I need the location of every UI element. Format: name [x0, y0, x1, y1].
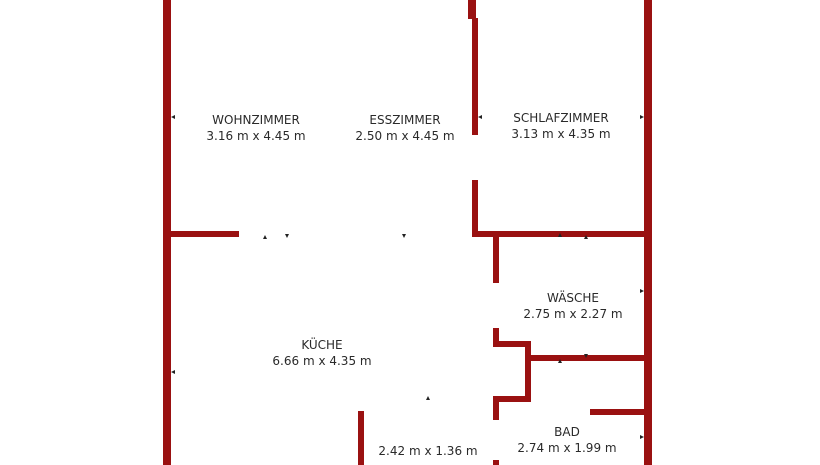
marker — [171, 370, 175, 374]
marker — [171, 115, 175, 119]
marker — [402, 234, 406, 238]
room-label-esszimmer: ESSZIMMER 2.50 m x 4.45 m — [355, 112, 454, 144]
room-size: 3.13 m x 4.35 m — [511, 127, 611, 141]
marker — [584, 354, 588, 358]
wall-waesche-left-upper — [493, 237, 499, 283]
room-name: WOHNZIMMER — [212, 113, 300, 127]
wall-top-stub — [468, 0, 476, 19]
room-label-schlafzimmer: SCHLAFZIMMER 3.13 m x 4.35 m — [511, 110, 610, 142]
wall-step-top — [493, 341, 531, 347]
room-name: SCHLAFZIMMER — [513, 111, 609, 125]
room-name: BAD — [554, 425, 580, 439]
room-size: 6.66 m x 4.35 m — [272, 354, 372, 368]
room-size: 3.16 m x 4.45 m — [206, 129, 306, 143]
wall-waesche-left-lower — [493, 328, 499, 347]
room-label-bad: BAD 2.74 m x 1.99 m — [517, 424, 616, 456]
room-size: 2.74 m x 1.99 m — [517, 441, 617, 455]
wall-step-bottom — [493, 396, 531, 402]
marker — [263, 235, 267, 239]
marker — [640, 115, 644, 119]
wall-bad-left-upper — [493, 396, 499, 420]
wall-schlafzimmer-left-lower — [472, 180, 478, 237]
wall-step-vertical — [525, 341, 531, 402]
wall-schlafzimmer-bottom — [472, 231, 644, 237]
marker — [640, 289, 644, 293]
marker — [426, 396, 430, 400]
marker — [558, 233, 562, 237]
marker — [558, 359, 562, 363]
marker — [478, 115, 482, 119]
dimension-markers — [171, 115, 644, 439]
marker — [584, 235, 588, 239]
walls — [163, 0, 652, 465]
room-label-kueche: KÜCHE 6.66 m x 4.35 m — [272, 337, 371, 369]
wall-left-outer — [163, 0, 171, 465]
wall-right-outer — [644, 0, 652, 465]
wall-waesche-bottom — [531, 355, 644, 361]
wall-bad-left-lower — [493, 460, 499, 465]
marker — [285, 234, 289, 238]
wall-bad-top-stub — [590, 409, 644, 415]
room-label-waesche: WÄSCHE 2.75 m x 2.27 m — [523, 290, 622, 322]
room-size: 2.50 m x 4.45 m — [355, 129, 455, 143]
room-size: 2.42 m x 1.36 m — [378, 444, 478, 458]
room-name: WÄSCHE — [546, 291, 600, 305]
wall-wohnzimmer-bottom-stub — [171, 231, 239, 237]
room-name: ESSZIMMER — [369, 113, 441, 127]
wall-schlafzimmer-left-upper — [472, 18, 478, 135]
room-size: 2.75 m x 2.27 m — [523, 307, 623, 321]
room-label-unnamed: 2.42 m x 1.36 m — [378, 443, 477, 459]
marker — [640, 435, 644, 439]
room-name: KÜCHE — [301, 338, 343, 352]
room-label-wohnzimmer: WOHNZIMMER 3.16 m x 4.45 m — [206, 112, 305, 144]
wall-kueche-inner — [358, 411, 364, 465]
